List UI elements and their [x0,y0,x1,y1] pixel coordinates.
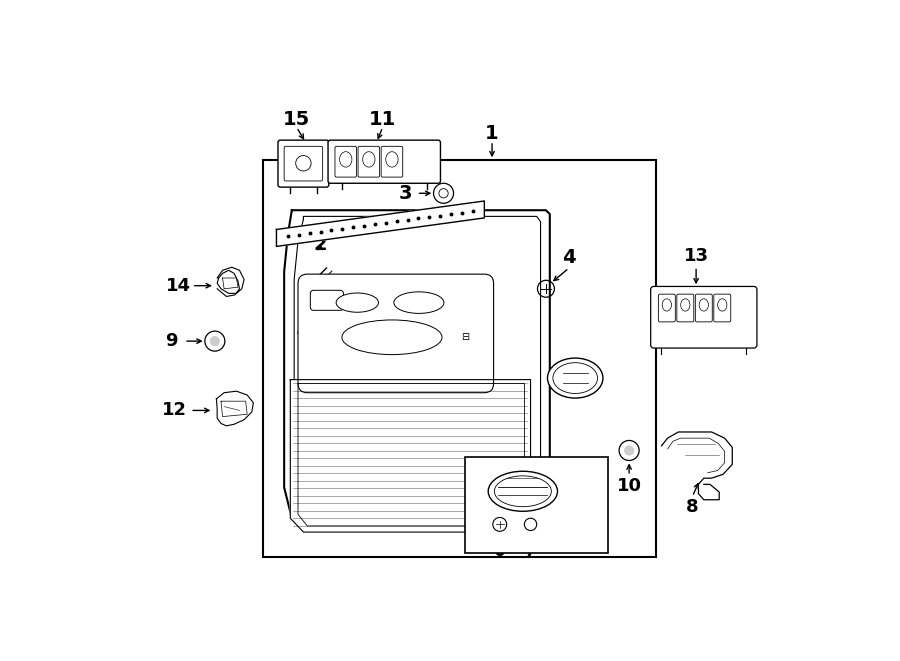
Ellipse shape [553,363,598,393]
Ellipse shape [342,320,442,354]
FancyBboxPatch shape [335,146,356,177]
Text: 7: 7 [525,541,536,560]
Ellipse shape [488,471,557,512]
Text: 6: 6 [494,541,506,560]
Text: 2: 2 [313,235,328,254]
Ellipse shape [717,299,727,311]
FancyBboxPatch shape [659,294,675,322]
Bar [465,457,608,553]
Text: 8: 8 [686,498,698,516]
FancyBboxPatch shape [651,286,757,348]
Text: 13: 13 [684,247,708,266]
Ellipse shape [547,358,603,398]
FancyBboxPatch shape [278,140,328,187]
Ellipse shape [494,476,552,507]
FancyBboxPatch shape [310,290,344,310]
Ellipse shape [386,152,398,167]
Text: 14: 14 [166,277,191,295]
Circle shape [625,446,634,455]
Ellipse shape [662,299,671,311]
FancyBboxPatch shape [382,146,402,177]
FancyBboxPatch shape [284,146,322,181]
Ellipse shape [363,152,375,167]
FancyBboxPatch shape [298,274,493,393]
Text: 11: 11 [369,110,396,129]
Polygon shape [284,210,550,529]
Ellipse shape [339,152,352,167]
FancyBboxPatch shape [714,294,731,322]
Text: 5: 5 [470,477,481,495]
FancyBboxPatch shape [328,140,440,183]
Text: ⊟: ⊟ [461,332,469,342]
Ellipse shape [680,299,690,311]
Circle shape [211,336,220,346]
Ellipse shape [699,299,708,311]
Polygon shape [276,201,484,247]
Text: 9: 9 [165,332,177,350]
Text: 3: 3 [399,184,412,203]
Text: 15: 15 [283,110,310,129]
Text: 1: 1 [485,124,499,143]
Text: 4: 4 [562,249,576,268]
Ellipse shape [394,292,444,313]
Text: 12: 12 [161,401,186,420]
Bar [264,160,656,557]
FancyBboxPatch shape [677,294,694,322]
FancyBboxPatch shape [358,146,380,177]
Text: 10: 10 [616,477,642,495]
Polygon shape [291,379,530,532]
FancyBboxPatch shape [696,294,712,322]
Ellipse shape [336,293,379,312]
